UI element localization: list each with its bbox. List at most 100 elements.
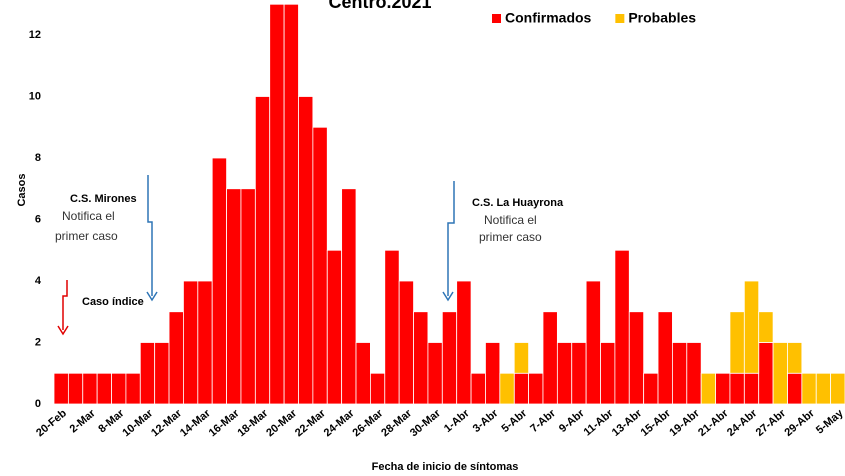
bar (585, 280, 601, 405)
x-tick-label: 21-Abr (696, 407, 731, 439)
x-tick-label: 28-Mar (379, 407, 414, 439)
legend-label: Probables (628, 10, 696, 26)
annotation: Notifica el (62, 209, 115, 223)
bar (513, 372, 530, 405)
arrows (57, 175, 455, 336)
y-tick-label: 10 (29, 90, 41, 102)
bar (298, 96, 314, 405)
bar (96, 372, 112, 405)
legend-label: Confirmados (505, 10, 592, 26)
x-tick-label: 7-Abr (528, 407, 558, 435)
bar (700, 372, 716, 405)
bar (470, 372, 486, 405)
arrow (62, 280, 68, 330)
x-tick-label: 20-Feb (34, 407, 69, 439)
x-tick-label: 24-Abr (725, 407, 760, 439)
bar (772, 342, 788, 405)
annotation: primer caso (55, 229, 118, 243)
y-tick-label: 6 (35, 213, 41, 225)
bar (82, 372, 98, 405)
y-tick-label: 8 (35, 152, 41, 164)
annotation: Caso índice (82, 296, 144, 308)
annotation: Notifica el (484, 213, 537, 227)
y-tick-label: 2 (35, 336, 41, 348)
annotation: C.S. La Huayrona (472, 197, 564, 209)
bar (743, 280, 760, 374)
bar (499, 372, 515, 405)
bar (758, 342, 774, 405)
bar (254, 96, 271, 405)
x-tick-label: 15-Abr (639, 407, 674, 439)
x-tick-label: 27-Abr (754, 407, 789, 439)
annotation: C.S. Mirones (70, 193, 137, 205)
legend-swatch (615, 14, 625, 23)
y-tick-label: 12 (29, 29, 41, 41)
bar (355, 342, 371, 405)
bar (571, 342, 587, 405)
bar (815, 372, 832, 405)
bar (485, 342, 501, 405)
arrow-head (146, 291, 158, 302)
bar (125, 372, 141, 405)
bar (398, 280, 414, 405)
x-tick-label: 30-Mar (408, 407, 443, 439)
arrow-head (442, 291, 454, 302)
x-tick-label: 1-Abr (442, 407, 472, 435)
chart-title: Centro.2021 (328, 0, 431, 12)
y-tick-label: 4 (35, 275, 42, 287)
arrow (147, 175, 153, 296)
x-tick-label: 24-Mar (322, 407, 357, 439)
bar (628, 311, 645, 405)
bar (53, 372, 69, 405)
bar (183, 280, 199, 405)
x-tick-label: 11-Abr (582, 407, 616, 439)
bar (686, 342, 702, 405)
bar (111, 372, 127, 405)
bar (413, 311, 429, 405)
bar (743, 372, 760, 405)
bar (657, 311, 673, 405)
bar (643, 372, 659, 405)
bar (556, 342, 573, 405)
x-tick-label: 26-Mar (351, 407, 386, 439)
x-tick-label: 3-Abr (471, 407, 501, 435)
bar (801, 372, 817, 405)
x-tick-label: 13-Abr (610, 407, 645, 439)
x-tick-label: 14-Mar (178, 407, 213, 439)
bar (369, 372, 386, 405)
bar (197, 280, 213, 405)
bar (139, 342, 156, 405)
bar (729, 311, 745, 374)
bar (542, 311, 558, 405)
bar (787, 372, 803, 405)
x-tick-label: 19-Abr (667, 407, 702, 439)
bar (427, 342, 443, 405)
bar (211, 157, 227, 405)
bar (830, 372, 845, 405)
x-tick-label: 10-Mar (120, 407, 155, 439)
bar (600, 342, 616, 405)
x-tick-label: 18-Mar (235, 407, 270, 439)
annotation: primer caso (479, 230, 542, 244)
bar (715, 372, 731, 405)
bar (240, 188, 256, 405)
y-axis-label: Casos (16, 173, 28, 206)
arrow (447, 181, 455, 296)
bar (384, 249, 400, 405)
bar (154, 342, 170, 405)
bar (168, 311, 184, 405)
bar (528, 372, 544, 405)
bar (326, 249, 343, 405)
bar (614, 249, 630, 405)
x-tick-label: 5-Abr (499, 407, 529, 435)
bar (341, 188, 357, 405)
legend-swatch (492, 14, 501, 23)
bar (787, 342, 803, 374)
x-tick-label: 2-Mar (68, 407, 99, 436)
bar (672, 342, 688, 405)
x-tick-label: 22-Mar (293, 407, 328, 439)
bar (67, 372, 84, 405)
bar (269, 3, 285, 405)
bar (312, 126, 328, 405)
